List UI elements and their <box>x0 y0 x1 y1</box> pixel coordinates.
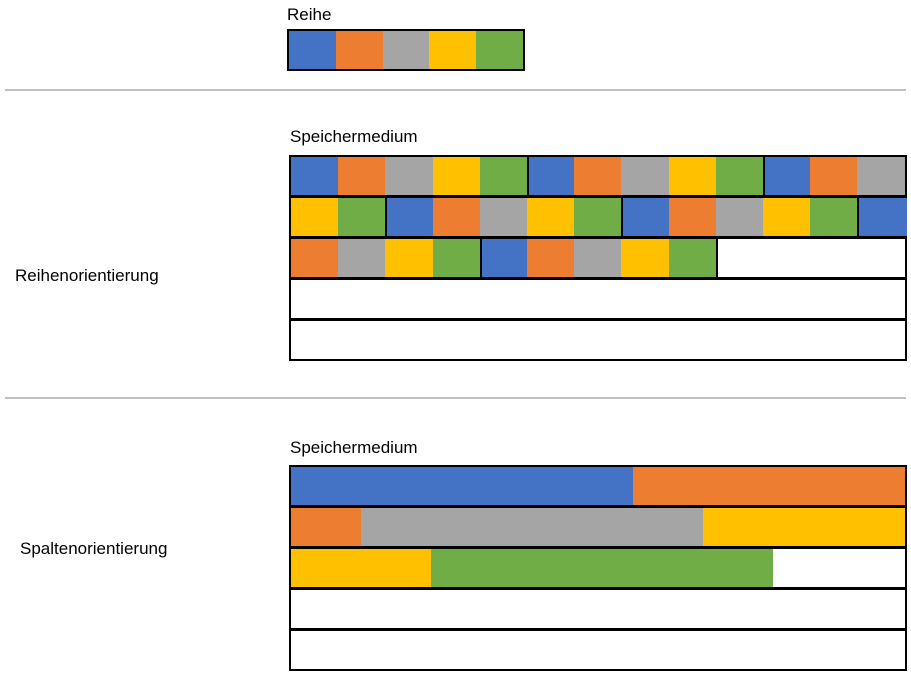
row-store-cell-blue <box>763 157 813 195</box>
row-store-cell-gray <box>574 239 622 277</box>
row-store-strip <box>289 155 907 197</box>
row-store-cell-green <box>432 239 481 277</box>
row-store-cell-blue <box>857 198 908 236</box>
row-store-cell-blue <box>621 198 672 236</box>
col-store-segment-yellow <box>291 549 431 587</box>
row-store-strip <box>289 278 907 320</box>
row-store-cell-yellow <box>385 239 434 277</box>
row-store-cell-orange <box>291 239 339 277</box>
row-store-cell-blue <box>479 239 530 277</box>
row-store-cell-gray <box>715 198 764 236</box>
col-store-strip <box>289 629 907 671</box>
field-blue <box>289 31 336 69</box>
row-store-cell-orange <box>574 157 622 195</box>
row-store-cell-blue <box>291 157 339 195</box>
row-store-cell-gray <box>621 157 670 195</box>
field-gray <box>382 31 430 69</box>
row-store-cell-orange <box>668 198 717 236</box>
row-store-cell-blue <box>385 198 436 236</box>
row-store-cell-green <box>715 157 764 195</box>
col-store-strip <box>289 588 907 630</box>
col-store-segment-yellow <box>703 508 905 546</box>
row-store-cell-orange <box>810 157 858 195</box>
field-orange <box>335 31 383 69</box>
row-store-end <box>715 239 718 277</box>
row-store-cell-yellow <box>763 198 811 236</box>
row-store-cell-yellow <box>432 157 481 195</box>
field-green <box>476 31 523 69</box>
row-store-cell-green <box>574 198 622 236</box>
col-store-strip <box>289 506 907 548</box>
row-store-cell-orange <box>338 157 386 195</box>
row-store-cell-green <box>479 157 528 195</box>
separator-top <box>5 89 906 91</box>
reihe-label: Reihe <box>287 5 332 24</box>
row-store-cell-blue <box>527 157 577 195</box>
col-store-segment-orange <box>291 508 361 546</box>
row-store-cell-yellow <box>527 198 575 236</box>
row-store-cell-gray <box>338 239 386 277</box>
column-orientation-label: Spaltenorientierung <box>20 539 168 558</box>
col-store-segment-orange <box>633 467 905 505</box>
row-store-cell-gray <box>385 157 434 195</box>
row-store-cell-green <box>668 239 717 277</box>
row-store-cell-yellow <box>621 239 670 277</box>
storage-medium-label-col: Speichermedium <box>290 438 418 457</box>
row-store-cell-yellow <box>291 198 339 236</box>
separator-middle <box>5 397 906 399</box>
row-store-cell-orange <box>527 239 575 277</box>
col-store-strip <box>289 465 907 507</box>
row-store-strip <box>289 196 908 238</box>
row-store-cell-gray <box>479 198 528 236</box>
col-store-segment-green <box>431 549 773 587</box>
row-store-cell-orange <box>432 198 481 236</box>
row-store-strip <box>289 237 907 279</box>
row-store-cell-gray <box>857 157 906 195</box>
single-row <box>287 29 525 71</box>
row-store-strip <box>289 319 907 361</box>
field-yellow <box>429 31 477 69</box>
storage-medium-label-row: Speichermedium <box>290 127 418 146</box>
row-store-cell-yellow <box>668 157 717 195</box>
col-store-segment-blue <box>291 467 633 505</box>
row-store-cell-green <box>338 198 386 236</box>
col-store-strip <box>289 547 907 589</box>
row-orientation-label: Reihenorientierung <box>15 266 159 285</box>
col-store-segment-gray <box>361 508 703 546</box>
row-store-cell-green <box>810 198 858 236</box>
